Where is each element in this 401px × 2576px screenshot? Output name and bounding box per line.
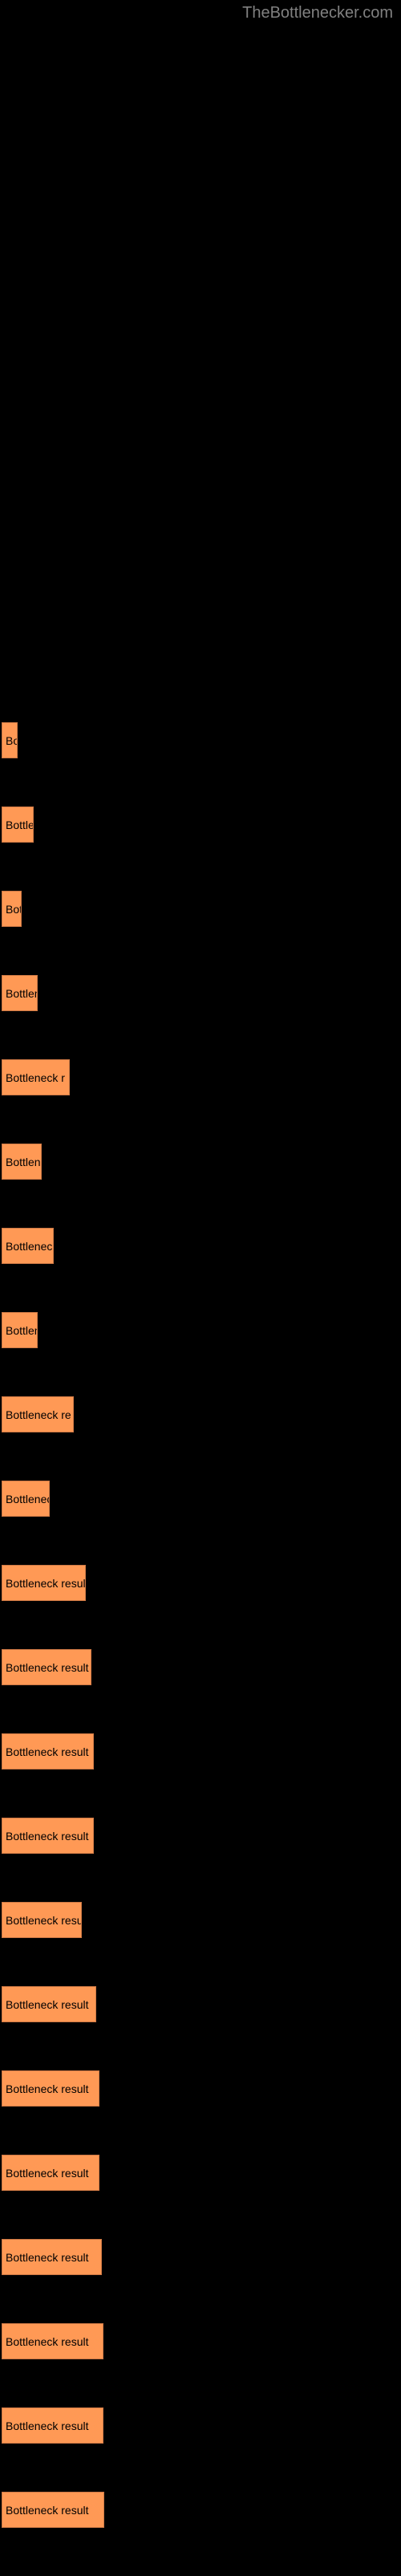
bar: Bottlene [2,807,34,843]
bar-row: Bottleneck result [2,1565,401,1601]
bar: Bott [2,891,22,927]
bar: Bottleneck result [2,2492,104,2528]
bar-label: Bottleneck [6,1240,54,1253]
bar-row: Bottleneck result [2,2407,401,2444]
bar: Bottleneck result [2,2407,103,2444]
bar-label: Bottleneck resu [6,1914,82,1927]
bar-label: Bottleneck re [6,1408,71,1421]
bar-label: Bottlenec [6,1493,50,1505]
bar: Bottleneck result [2,2155,99,2191]
bar-label: Bottleneck result [6,2167,89,2180]
bar-label: Bottlene [6,819,34,831]
bar-row: Bottlene [2,807,401,843]
bar-row: Bo [2,722,401,758]
bar-chart: Bo Bottlene Bott Bottlene Bottleneck r Bottle… [0,0,401,2528]
bar-label: Bottleneck result [6,1745,89,1758]
bar-row: Bottlen [2,1312,401,1348]
bar-label: Bottlen [6,1324,38,1337]
bar-row: Bottleneck result [2,1733,401,1769]
bar: Bottleneck result [2,2323,103,2359]
bar-label: Bottleneck result [6,1577,86,1590]
bar: Bottlene [2,1144,42,1180]
bar: Bottleneck [2,1228,54,1264]
bar-row: Bottleneck result [2,2155,401,2191]
bar-label: Bottleneck r [6,1071,65,1084]
bar-row: Bottleneck result [2,1818,401,1854]
bar-row: Bottlene [2,1144,401,1180]
bar-label: Bottleneck result [6,2251,89,2264]
bar-label: Bottlene [6,1156,42,1168]
bar: Bottleneck result [2,1649,91,1685]
bar-row: Bottleneck result [2,2070,401,2107]
bar: Bottleneck result [2,1733,94,1769]
bar-label: Bottleneck result [6,2082,89,2095]
bar-row: Bottleneck r [2,1059,401,1095]
bar: Bottleneck result [2,1986,96,2022]
bar-row: Bottleneck result [2,1649,401,1685]
bar: Bottleneck result [2,2239,102,2275]
bar-row: Bottleneck result [2,2239,401,2275]
bar-label: Bottleneck result [6,1661,89,1674]
bar: Bottleneck result [2,1818,94,1854]
bar-row: Bottleneck result [2,2492,401,2528]
bar-label: Bott [6,903,22,916]
bar-row: Bottleneck result [2,1986,401,2022]
bar: Bottlene [2,975,38,1011]
bar-row: Bottleneck resu [2,1902,401,1938]
bar-row: Bottleneck result [2,2323,401,2359]
bar-label: Bottleneck result [6,2504,89,2517]
bar: Bottleneck result [2,2070,99,2107]
bar: Bottleneck re [2,1396,74,1432]
bar: Bottleneck r [2,1059,70,1095]
bar: Bo [2,722,18,758]
bar: Bottleneck resu [2,1902,82,1938]
bar: Bottlenec [2,1481,50,1517]
bar-label: Bottleneck result [6,2420,89,2432]
bar: Bottlen [2,1312,38,1348]
bar-label: Bottleneck result [6,1998,89,2011]
bar-label: Bottlene [6,987,38,1000]
bar-row: Bottlene [2,975,401,1011]
bar-row: Bottlenec [2,1481,401,1517]
bar-label: Bo [6,734,18,747]
bar-row: Bottleneck [2,1228,401,1264]
bar: Bottleneck result [2,1565,86,1601]
bar-label: Bottleneck result [6,1830,89,1843]
bar-label: Bottleneck result [6,2335,89,2348]
bar-row: Bottleneck re [2,1396,401,1432]
bar-row: Bott [2,891,401,927]
